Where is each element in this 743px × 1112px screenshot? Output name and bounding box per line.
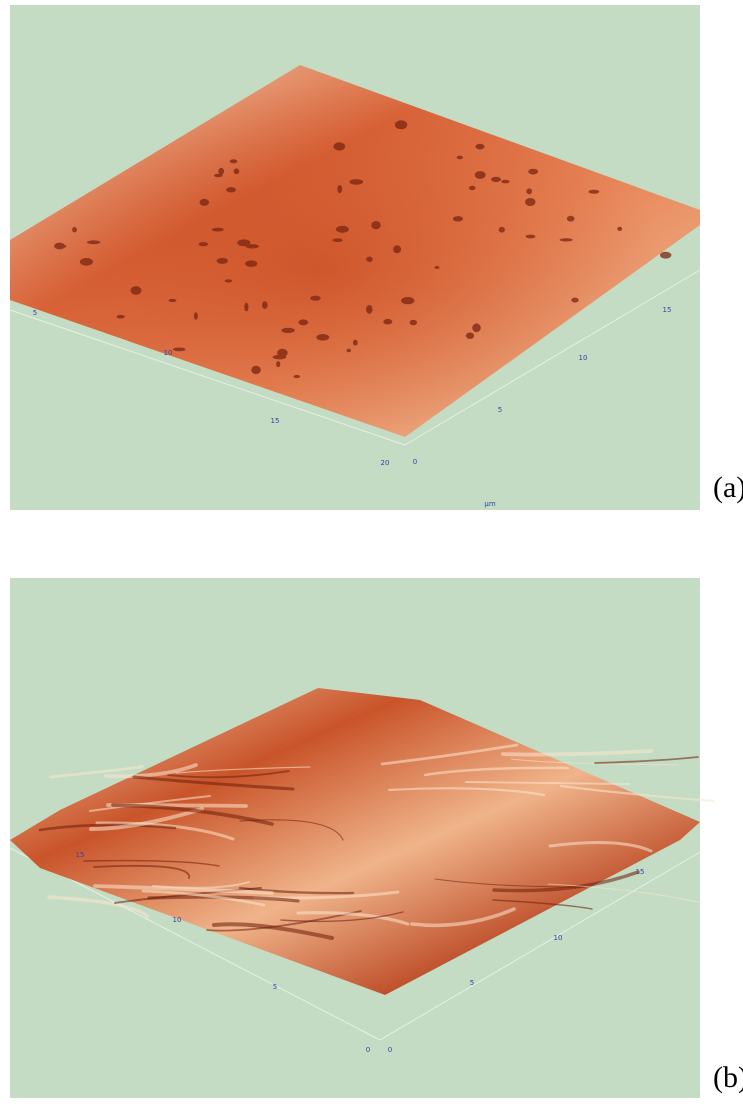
axis-unit: µm (484, 500, 495, 508)
axis-tick-label: 0 (413, 458, 417, 466)
pit (525, 198, 535, 206)
pit (349, 179, 363, 185)
pit (366, 305, 373, 314)
pit (526, 235, 536, 239)
pit (87, 240, 101, 244)
axis-tick-label: 10 (173, 916, 182, 924)
axis-tick-label: 5 (498, 406, 502, 414)
pit (194, 312, 198, 320)
pit (59, 245, 66, 248)
pit (218, 168, 224, 175)
pit (393, 245, 401, 253)
pit (453, 216, 463, 221)
pit (225, 279, 232, 282)
pit (230, 159, 238, 163)
pit (499, 227, 505, 233)
pit (395, 120, 407, 129)
axis-tick-label: 10 (164, 349, 173, 357)
pit (383, 319, 392, 325)
pit (617, 227, 622, 231)
pit (475, 171, 486, 179)
pit (337, 185, 342, 193)
pit (371, 221, 380, 229)
pit (469, 186, 476, 190)
pit (660, 252, 671, 259)
axis-tick-label: 10 (554, 934, 563, 942)
pit (117, 315, 125, 319)
pit (560, 238, 573, 241)
pit (501, 180, 509, 184)
axis-tick-label: 15 (271, 417, 280, 425)
pit (310, 296, 320, 301)
pit (589, 190, 600, 194)
pit (217, 258, 228, 264)
pit (334, 142, 346, 150)
pit (410, 320, 417, 326)
pit (273, 355, 287, 360)
pit (333, 238, 343, 242)
pit (466, 333, 474, 339)
pit (476, 144, 485, 150)
pit (72, 227, 77, 232)
pit (199, 242, 209, 246)
pit (168, 299, 176, 302)
axis-tick-label: 5 (33, 309, 37, 317)
pit (212, 228, 224, 232)
axis-tick-label: 0 (388, 1046, 392, 1054)
axis-tick-label: 15 (636, 868, 645, 876)
pit (299, 319, 309, 325)
axis-tick-label: 0 (366, 1046, 370, 1054)
panel-label: (b) (713, 1061, 743, 1094)
pit (262, 301, 268, 309)
pit (528, 169, 538, 175)
pit (80, 258, 93, 266)
pit (316, 334, 329, 341)
axis-tick-label: 20 (381, 459, 390, 467)
axis-tick-label: 5 (470, 979, 474, 987)
pit (457, 156, 463, 159)
pit (526, 188, 532, 194)
pit (472, 323, 481, 332)
pit (294, 375, 301, 378)
pit (336, 226, 349, 233)
panel-label: (a) (713, 471, 743, 504)
pit (131, 286, 142, 295)
pit (244, 303, 248, 312)
pit (200, 199, 210, 206)
pit (347, 349, 351, 352)
axis-tick-label: 5 (273, 983, 277, 991)
pit (245, 260, 257, 267)
pit (276, 361, 280, 367)
pit (281, 328, 294, 333)
pit (401, 297, 414, 304)
pit (435, 266, 440, 269)
pit (234, 168, 240, 174)
pit (491, 177, 501, 182)
pit (366, 257, 372, 263)
pit (353, 340, 358, 346)
pit (173, 348, 185, 352)
axis-tick-label: 10 (579, 354, 588, 362)
pit (237, 239, 250, 246)
pit (567, 216, 575, 222)
pit (571, 298, 578, 303)
pit (251, 366, 261, 374)
figure: 5 10 15 20 0 5 10 15 µm (a) 15 10 5 0 0 5 10 15 (b) (0, 0, 743, 1112)
pit (226, 187, 236, 192)
axis-tick-label: 15 (663, 306, 672, 314)
axis-tick-label: 15 (76, 851, 85, 859)
